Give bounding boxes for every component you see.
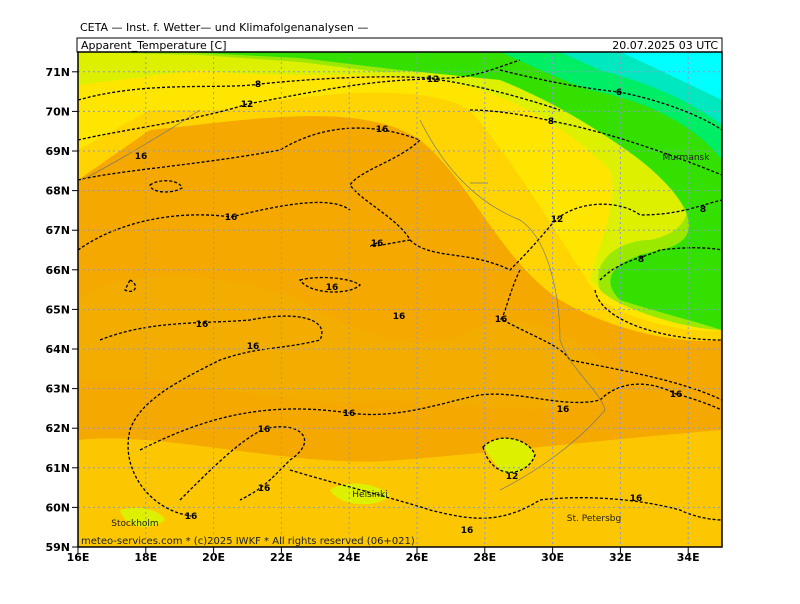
lon-label: 22E — [270, 551, 293, 564]
place-name: Helsinki — [352, 490, 387, 500]
lat-label: 60N — [45, 501, 70, 514]
contour-label: 16 — [557, 405, 570, 415]
lon-label: 28E — [473, 551, 496, 564]
contour-label: 16 — [135, 152, 148, 162]
lat-label: 64N — [45, 343, 70, 356]
footer: meteo-services.com * (c)2025 IWKF * All … — [81, 536, 415, 547]
contour-label: 16 — [247, 342, 260, 352]
contour-label: 16 — [225, 213, 238, 223]
lat-label: 65N — [45, 303, 70, 316]
lon-label: 30E — [541, 551, 564, 564]
contour-label: 16 — [630, 494, 643, 504]
place-name: St. Petersbg — [567, 514, 622, 524]
contour-label: 8 — [548, 117, 554, 127]
lat-label: 63N — [45, 383, 70, 396]
lon-label: 24E — [338, 551, 361, 564]
contour-label: 16 — [196, 320, 209, 330]
contour-label: 12 — [427, 75, 440, 85]
contour-label: 16 — [461, 526, 474, 536]
contour-label: 16 — [393, 312, 406, 322]
place-name: Stockholm — [111, 519, 158, 529]
lon-label: 20E — [202, 551, 225, 564]
lon-label: 16E — [67, 551, 90, 564]
contour-label: 16 — [258, 425, 271, 435]
contour-label: 12 — [241, 100, 254, 110]
lat-label: 61N — [45, 462, 70, 475]
contour-label: 16 — [343, 409, 356, 419]
lat-label: 66N — [45, 264, 70, 277]
lat-label: 68N — [45, 185, 70, 198]
contour-label: 8 — [638, 255, 644, 265]
contour-label: 6 — [616, 88, 622, 98]
graticule — [72, 52, 722, 553]
contour-label: 12 — [551, 215, 564, 225]
lat-label: 67N — [45, 224, 70, 237]
contour-label: 16 — [376, 125, 389, 135]
lon-label: 32E — [609, 551, 632, 564]
parameter: Apparent_Temperature [C] — [81, 39, 227, 52]
lon-label: 34E — [677, 551, 700, 564]
lon-label: 18E — [134, 551, 157, 564]
contour-label: 16 — [326, 283, 339, 293]
contour-label: 8 — [700, 205, 706, 215]
lat-label: 62N — [45, 422, 70, 435]
map-frame — [77, 51, 723, 548]
contour-label: 16 — [185, 512, 198, 522]
valid-time: 20.07.2025 03 UTC — [612, 39, 718, 52]
lat-label: 69N — [45, 145, 70, 158]
contour-label: 8 — [255, 80, 261, 90]
contour-label: 16 — [258, 484, 271, 494]
lat-label: 71N — [45, 66, 70, 79]
field — [78, 52, 722, 547]
lat-label: 59N — [45, 541, 70, 554]
place-name: Murmansk — [663, 153, 711, 163]
contour-label: 16 — [371, 239, 384, 249]
lon-label: 26E — [406, 551, 429, 564]
contour-label: 16 — [495, 315, 508, 325]
lat-label: 70N — [45, 105, 70, 118]
contour-label: 16 — [670, 390, 683, 400]
contour-label: 12 — [506, 472, 519, 482]
institute: CETA — Inst. f. Wetter— und Klimafolgena… — [80, 21, 368, 34]
